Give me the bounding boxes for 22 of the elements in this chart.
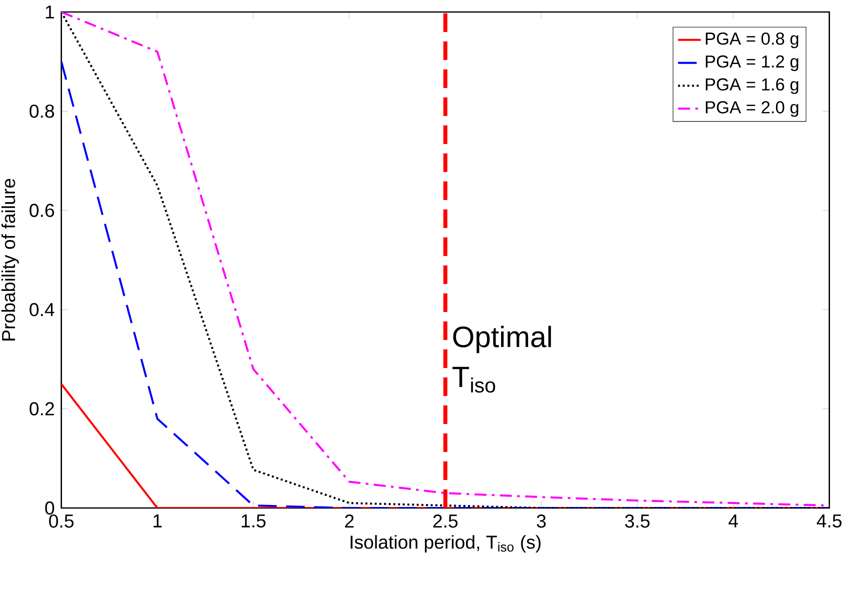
x-tick-label: 1: [154, 514, 162, 528]
y-tick-label: 0.4: [30, 302, 54, 316]
x-tick-label: 1.5: [242, 514, 266, 528]
x-tick-label: 2.5: [433, 514, 458, 528]
x-tick-label: 4: [728, 514, 738, 528]
y-tick-label: 0: [45, 501, 54, 515]
y-tick-label: 0.6: [30, 204, 54, 218]
legend-label: PGA = 2.0 g: [706, 101, 798, 117]
legend-label: PGA = 1.6 g: [706, 78, 798, 94]
y-tick-label: 0.8: [30, 104, 54, 118]
legend-label: PGA = 0.8 g: [706, 32, 798, 48]
x-tick-label: 3.5: [625, 514, 650, 528]
x-axis-title: Isolation period, T$_{iso}$ (s): [350, 535, 541, 552]
annotation: Optimal T$_{iso}$: [452, 326, 551, 393]
x-tick-label: 2: [345, 514, 354, 528]
legend-label: PGA = 1.2 g: [706, 55, 798, 72]
x-tick-label: 0.5: [49, 514, 74, 528]
x-tick-label: 4.5: [816, 514, 842, 528]
y-tick-label: 1: [46, 6, 54, 18]
y-tick-label: 0.2: [30, 402, 54, 416]
x-tick-label: 3: [536, 514, 546, 528]
y-axis-title: Probability of failure: [1, 178, 19, 340]
